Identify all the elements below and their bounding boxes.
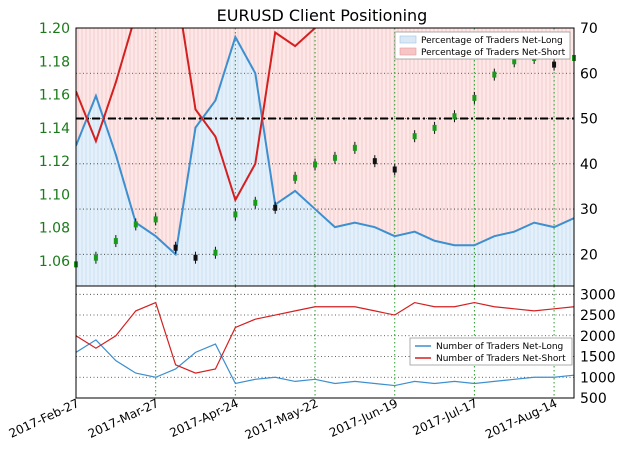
traders-net-short-line	[76, 301, 574, 374]
legend-bottom: Number of Traders Net-Long Number of Trad…	[409, 337, 573, 366]
legend-box	[394, 31, 571, 60]
traders-net-long-line	[76, 339, 574, 387]
price-candle	[412, 133, 417, 140]
bottom-right-axis-tick-label: 3000	[580, 287, 616, 303]
date-tick-label: 2017-Aug-14	[483, 396, 559, 442]
price-candle	[133, 221, 138, 228]
price-candle	[233, 211, 238, 218]
price-candle	[332, 154, 337, 161]
left-axis-tick-label: 1.18	[39, 54, 70, 70]
price-candle	[213, 249, 218, 256]
right-axis-tick-label: 50	[580, 112, 598, 128]
price-candle	[472, 94, 477, 101]
top-panel	[74, 27, 576, 287]
price-candle	[193, 254, 198, 261]
price-candle	[512, 58, 517, 65]
legend-swatch	[399, 35, 417, 44]
left-axis-tick-label: 1.12	[39, 154, 70, 170]
price-candle	[173, 244, 178, 251]
right-axis-tick-label: 30	[580, 202, 598, 218]
legend-label: Number of Traders Net-Short	[436, 354, 566, 364]
net-long-percent-line	[76, 34, 574, 257]
legend-label: Number of Traders Net-Long	[436, 342, 563, 352]
bottom-panel	[75, 285, 575, 399]
price-candle	[253, 199, 258, 206]
price-candle	[492, 71, 497, 78]
legend-swatch	[399, 47, 417, 56]
price-candle	[313, 161, 318, 168]
date-tick-label: 2017-Apr-24	[167, 396, 240, 440]
bottom-right-axis-tick-label: 1000	[580, 370, 616, 386]
price-candle	[432, 124, 437, 131]
date-tick-label: 2017-Jun-19	[327, 396, 400, 440]
right-axis-tick-label: 40	[580, 157, 598, 173]
date-tick-label: 2017-May-22	[243, 396, 321, 442]
bottom-right-axis-tick-label: 2500	[580, 308, 616, 324]
price-candle	[452, 113, 457, 120]
price-candle	[113, 238, 118, 245]
bottom-right-axis-tick-label: 2000	[580, 329, 616, 345]
right-axis-tick-label: 60	[580, 66, 598, 82]
bottom-right-axis-tick-label: 1500	[580, 350, 616, 366]
net-long-area	[76, 37, 574, 286]
right-axis-tick-label: 20	[580, 247, 598, 263]
price-candle	[153, 216, 158, 223]
price-candle	[392, 166, 397, 173]
legend-label: Percentage of Traders Net-Long	[421, 36, 563, 46]
legend-box	[409, 337, 573, 366]
bottom-frame	[75, 285, 575, 399]
date-tick-label: 2017-Jul-17	[411, 396, 480, 438]
left-axis-tick-label: 1.20	[39, 21, 70, 37]
date-tick-label: 2017-Mar-27	[86, 396, 161, 441]
price-candle	[372, 158, 377, 165]
bottom-right-axis-tick-label: 500	[580, 391, 607, 407]
right-axis-tick-label: 70	[580, 21, 598, 37]
price-candle	[293, 174, 298, 181]
price-candle	[93, 254, 98, 261]
left-axis-tick-label: 1.16	[39, 88, 70, 104]
left-axis-tick-label: 1.08	[39, 221, 70, 237]
chart-title: EURUSD Client Positioning	[217, 6, 428, 25]
price-candle	[352, 144, 357, 151]
legend-label: Percentage of Traders Net-Short	[421, 48, 566, 58]
left-axis-tick-label: 1.14	[39, 121, 70, 137]
left-axis-tick-label: 1.06	[39, 254, 70, 270]
date-tick-label: 2017-Feb-27	[7, 396, 82, 441]
left-axis-tick-label: 1.10	[39, 187, 70, 203]
legend-top: Percentage of Traders Net-Long Percentage…	[394, 31, 571, 60]
price-candle	[273, 204, 278, 211]
price-candle	[552, 61, 557, 68]
